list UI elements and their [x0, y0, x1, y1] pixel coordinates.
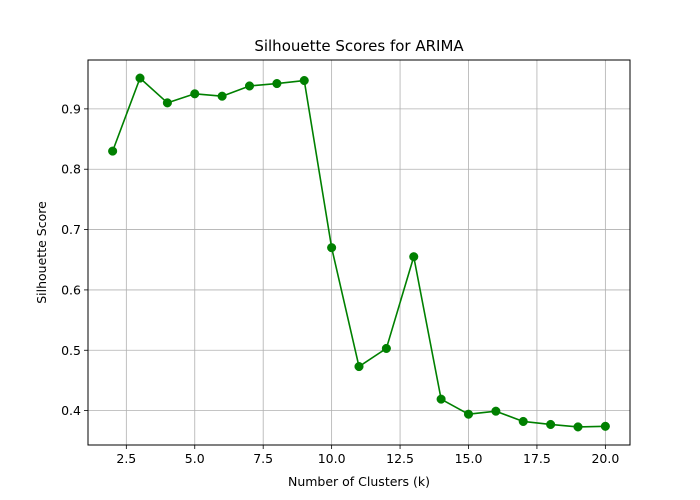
data-point	[463, 409, 474, 419]
data-point	[436, 394, 446, 404]
x-tick-label: 15.0	[455, 451, 483, 466]
data-point	[272, 78, 282, 89]
ticks: 2.5 5.0 7.5 10.0 12.5 15.0 17.5 20.0 0.4 0.5 0.6 0.…	[61, 101, 619, 466]
x-tick-label: 5.0	[185, 451, 205, 466]
x-axis-label: Number of Clusters (k)	[288, 474, 430, 489]
x-tick-label: 20.0	[591, 451, 619, 466]
data-point	[162, 98, 172, 108]
data-point	[217, 91, 227, 101]
grid	[88, 60, 630, 445]
y-tick-label: 0.5	[61, 343, 81, 358]
data-point	[135, 73, 145, 83]
data-point	[491, 406, 501, 416]
data-point	[381, 343, 391, 353]
y-tick-label: 0.4	[61, 403, 81, 418]
data-point	[518, 416, 528, 427]
data-point	[573, 422, 583, 432]
data-point	[546, 419, 556, 430]
data-point	[244, 81, 255, 91]
data-point	[108, 146, 118, 156]
x-tick-label: 17.5	[523, 451, 551, 466]
y-tick-label: 0.7	[61, 222, 81, 237]
x-tick-label: 12.5	[386, 451, 414, 466]
data-point	[409, 252, 419, 262]
data-point	[354, 362, 364, 372]
y-axis-label: Silhouette Score	[34, 201, 49, 304]
y-tick-label: 0.9	[61, 101, 81, 116]
chart-title: Silhouette Scores for ARIMA	[254, 37, 464, 55]
x-tick-label: 7.5	[253, 451, 273, 466]
y-tick-label: 0.8	[61, 162, 81, 177]
plot-frame	[87, 59, 631, 446]
data-point	[327, 243, 337, 253]
y-tick-label: 0.6	[61, 282, 81, 297]
x-tick-label: 2.5	[116, 451, 136, 466]
data-point	[190, 89, 200, 99]
data-point	[600, 421, 610, 431]
data-point	[299, 75, 309, 86]
series	[108, 73, 610, 432]
x-tick-label: 10.0	[318, 451, 346, 466]
